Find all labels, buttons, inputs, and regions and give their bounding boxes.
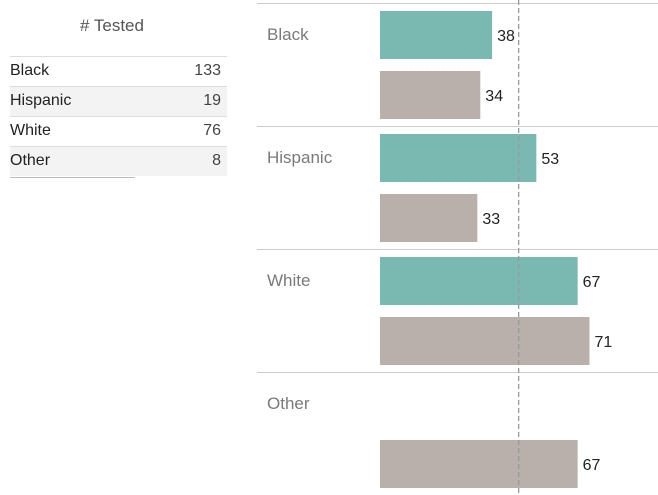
bar	[380, 71, 481, 119]
row-label: Black	[10, 62, 50, 79]
bar	[380, 440, 578, 488]
bar	[380, 257, 578, 305]
table-row-black[interactable]: Black 133	[10, 56, 227, 86]
bar	[380, 134, 537, 182]
row-value: 19	[203, 92, 221, 109]
table-header: # Tested	[80, 16, 144, 35]
category-label: Other	[267, 394, 310, 413]
bar-value-label: 53	[541, 151, 559, 168]
row-label: Hispanic	[10, 92, 72, 109]
bar-value-label: 34	[485, 88, 503, 105]
bar	[380, 194, 478, 242]
table-bottom-rule	[10, 177, 135, 178]
bar-value-label: 71	[594, 334, 612, 351]
bar	[380, 317, 590, 365]
table-row-white[interactable]: White 76	[10, 116, 227, 146]
row-value: 76	[203, 122, 221, 139]
row-label: Other	[10, 152, 51, 169]
row-value: 8	[212, 152, 221, 169]
category-label: Hispanic	[267, 148, 333, 167]
bar-value-label: 38	[497, 28, 515, 45]
table-row-hispanic[interactable]: Hispanic 19	[10, 86, 227, 116]
category-label: Black	[267, 25, 309, 44]
category-label: White	[267, 271, 310, 290]
bar-value-label: 67	[583, 457, 601, 474]
bar-value-label: 33	[482, 211, 500, 228]
row-label: White	[10, 122, 51, 139]
table-row-other[interactable]: Other 8	[10, 146, 227, 176]
row-value: 133	[194, 62, 221, 79]
bar	[380, 11, 493, 59]
bar-value-label: 67	[583, 274, 601, 291]
